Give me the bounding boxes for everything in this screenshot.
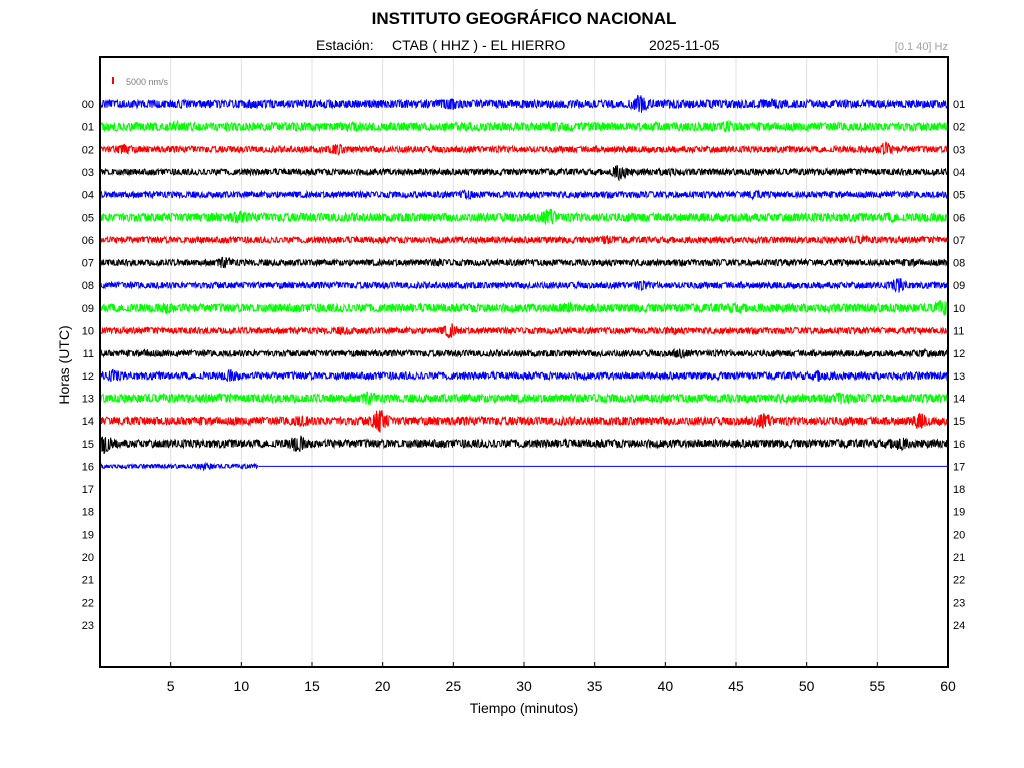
hour-label-left: 22 — [82, 597, 94, 609]
hour-label-right: 14 — [953, 393, 965, 405]
trace-hour-10 — [99, 323, 949, 339]
hour-label-right: 09 — [953, 280, 965, 292]
hour-label-right: 12 — [953, 348, 965, 360]
trace-hour-05 — [99, 208, 949, 226]
x-tick-label: 5 — [167, 678, 175, 694]
record-date: 2025-11-05 — [649, 37, 720, 53]
hour-label-left: 04 — [82, 190, 94, 202]
hour-label-left: 14 — [82, 416, 94, 428]
hour-label-left: 21 — [82, 575, 94, 587]
hour-label-right: 11 — [953, 326, 964, 338]
x-tick-label: 45 — [728, 678, 744, 694]
x-tick-label: 20 — [375, 678, 391, 694]
x-tick-label: 25 — [446, 678, 462, 694]
x-tick-label: 30 — [516, 678, 532, 694]
hour-label-left: 11 — [83, 348, 94, 360]
hour-label-left: 05 — [82, 212, 94, 224]
trace-hour-01 — [99, 119, 949, 133]
x-tick-label: 35 — [587, 678, 603, 694]
trace-hour-02 — [99, 141, 949, 156]
hour-label-left: 15 — [82, 439, 94, 451]
station-label: Estación: — [316, 37, 374, 53]
hour-label-left: 10 — [82, 326, 94, 338]
hour-label-left: 03 — [82, 167, 94, 179]
x-tick-label: 55 — [870, 678, 886, 694]
scale-bar-label: 5000 nm/s — [126, 77, 169, 87]
x-axis-label: Tiempo (minutos) — [469, 700, 579, 716]
hour-label-right: 23 — [953, 597, 965, 609]
station-name: CTAB ( HHZ ) - EL HIERRO — [392, 37, 566, 53]
hour-label-right: 04 — [953, 167, 965, 179]
hour-label-left: 16 — [82, 461, 94, 473]
hour-label-right: 19 — [953, 507, 965, 519]
hour-label-left: 17 — [82, 484, 94, 496]
trace-hour-06 — [99, 233, 949, 245]
hour-label-right: 21 — [953, 552, 965, 564]
trace-hour-15 — [99, 435, 949, 455]
hour-label-right: 17 — [953, 461, 965, 473]
trace-hour-16 — [99, 461, 259, 472]
hour-label-left: 12 — [82, 371, 94, 383]
hour-label-right: 07 — [953, 235, 965, 247]
hour-label-right: 06 — [953, 212, 965, 224]
hour-label-right: 08 — [953, 258, 965, 270]
hour-label-left: 06 — [82, 235, 94, 247]
x-tick-label: 40 — [658, 678, 674, 694]
hour-label-left: 18 — [82, 507, 94, 519]
trace-hour-00 — [99, 95, 949, 113]
hour-label-right: 10 — [953, 303, 965, 315]
hour-label-right: 01 — [953, 99, 965, 111]
trace-hour-04 — [99, 189, 949, 201]
trace-hour-14 — [99, 410, 949, 433]
hour-label-left: 07 — [82, 258, 94, 270]
trace-hour-12 — [99, 368, 949, 383]
trace-hour-11 — [99, 347, 949, 360]
hour-label-right: 24 — [953, 620, 965, 632]
trace-hour-09 — [99, 299, 949, 316]
hour-label-left: 08 — [82, 280, 94, 292]
x-tick-label: 60 — [940, 678, 956, 694]
trace-hour-03 — [99, 164, 949, 182]
hour-label-right: 13 — [953, 371, 965, 383]
hour-label-left: 20 — [82, 552, 94, 564]
hour-label-right: 22 — [953, 575, 965, 587]
hour-label-left: 00 — [82, 99, 94, 111]
x-tick-label: 15 — [304, 678, 320, 694]
hour-label-right: 20 — [953, 529, 965, 541]
hour-label-left: 09 — [82, 303, 94, 315]
trace-hour-07 — [99, 256, 949, 269]
hour-label-right: 15 — [953, 416, 965, 428]
hour-label-left: 19 — [82, 529, 94, 541]
filter-band: [0.1 40] Hz — [894, 41, 948, 53]
x-tick-label: 10 — [234, 678, 250, 694]
hour-label-left: 02 — [82, 144, 94, 156]
chart-title: INSTITUTO GEOGRÁFICO NACIONAL — [371, 9, 677, 28]
x-tick-label: 50 — [799, 678, 815, 694]
trace-hour-13 — [99, 391, 949, 405]
hour-label-left: 23 — [82, 620, 94, 632]
hour-label-left: 13 — [82, 393, 94, 405]
hour-label-right: 16 — [953, 439, 965, 451]
scale-bar — [112, 77, 114, 84]
trace-hour-08 — [99, 278, 949, 293]
hour-label-left: 01 — [82, 122, 94, 134]
hour-label-right: 05 — [953, 190, 965, 202]
hour-label-right: 03 — [953, 144, 965, 156]
y-axis-label: Horas (UTC) — [56, 325, 72, 405]
hour-label-right: 02 — [953, 122, 965, 134]
hour-label-right: 18 — [953, 484, 965, 496]
